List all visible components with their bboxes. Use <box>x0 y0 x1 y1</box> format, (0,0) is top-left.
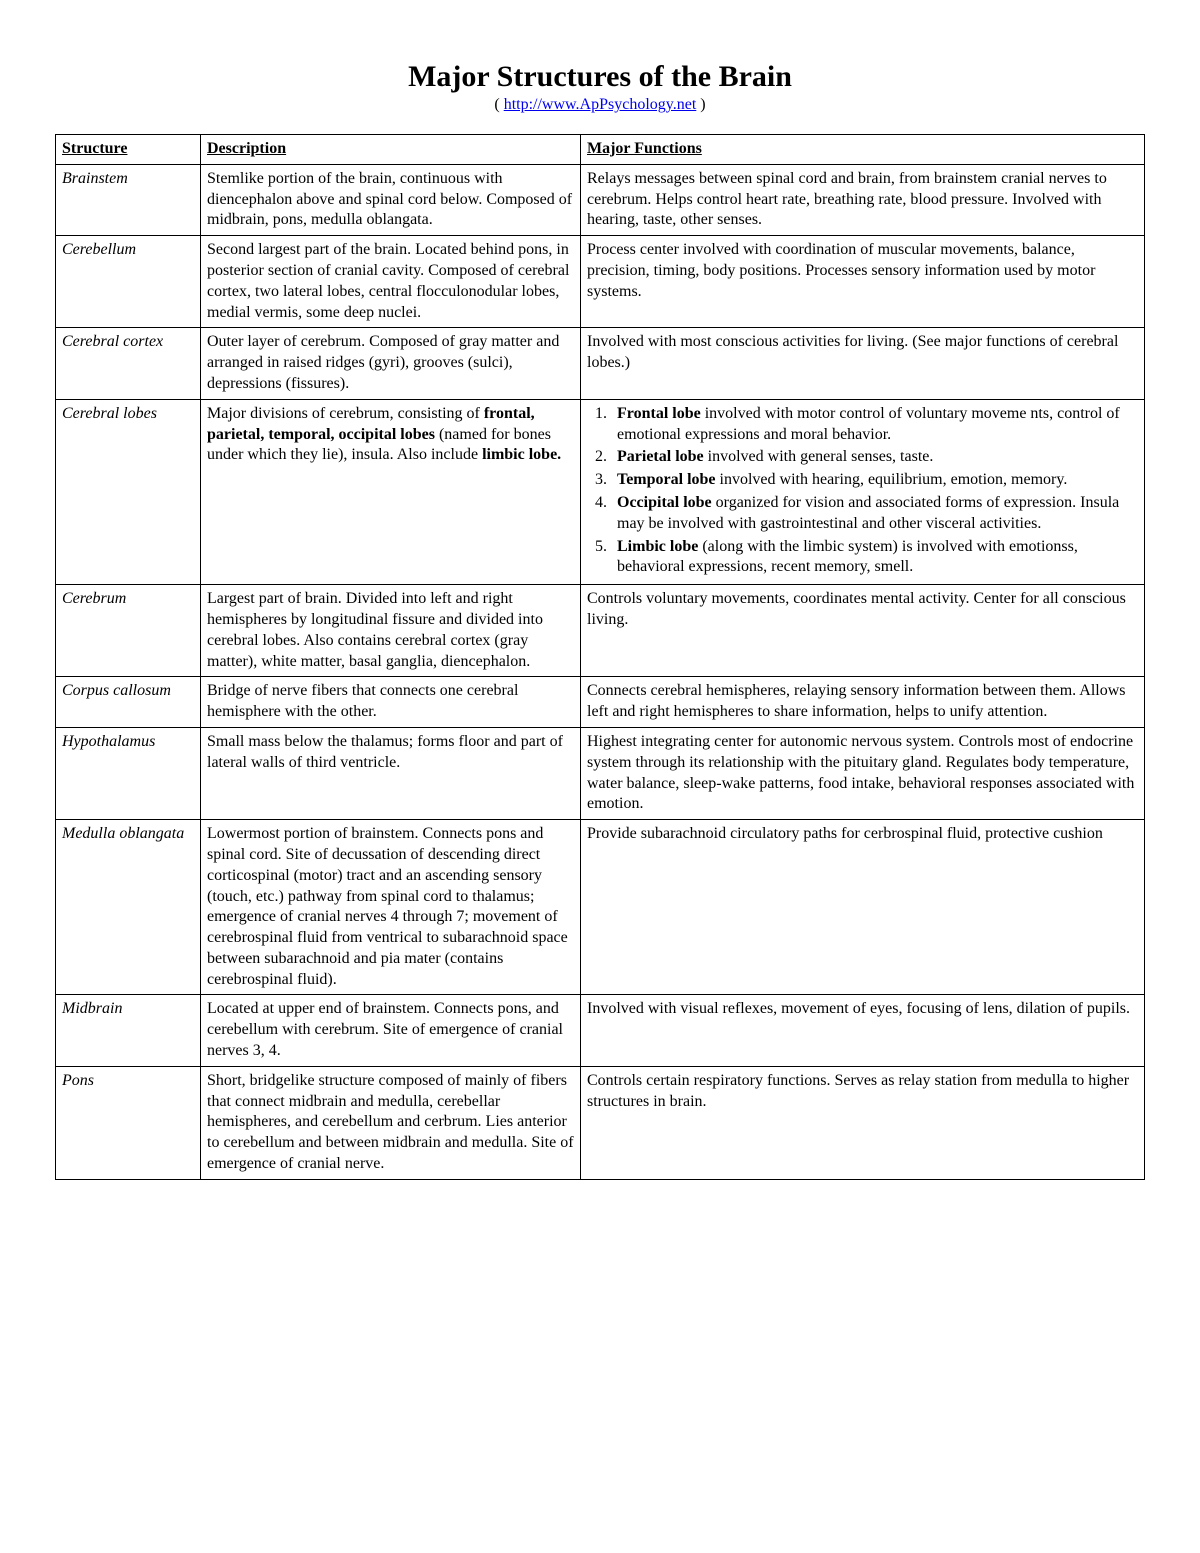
structure-functions: Involved with most conscious activities … <box>581 328 1145 399</box>
item-bold: Frontal lobe <box>617 405 701 422</box>
structure-description: Located at upper end of brainstem. Conne… <box>201 995 581 1066</box>
page-title: Major Structures of the Brain <box>55 60 1145 94</box>
source-link[interactable]: http://www.ApPsychology.net <box>504 96 697 113</box>
structure-description: Lowermost portion of brainstem. Connects… <box>201 820 581 995</box>
lobes-list: Frontal lobe involved with motor control… <box>587 404 1138 578</box>
structure-name: Pons <box>56 1066 201 1179</box>
structure-description: Stemlike portion of the brain, continuou… <box>201 164 581 235</box>
table-row: Cerebral lobes Major divisions of cerebr… <box>56 399 1145 584</box>
col-structure: Structure <box>56 135 201 165</box>
structure-functions: Controls voluntary movements, coordinate… <box>581 585 1145 677</box>
item-bold: Limbic lobe <box>617 538 698 555</box>
structure-functions: Highest integrating center for autonomic… <box>581 727 1145 819</box>
item-text: involved with general senses, taste. <box>704 448 934 465</box>
structure-functions: Connects cerebral hemispheres, relaying … <box>581 677 1145 728</box>
structure-description: Largest part of brain. Divided into left… <box>201 585 581 677</box>
table-row: Medulla oblangata Lowermost portion of b… <box>56 820 1145 995</box>
structure-functions: Frontal lobe involved with motor control… <box>581 399 1145 584</box>
table-header-row: Structure Description Major Functions <box>56 135 1145 165</box>
item-bold: Parietal lobe <box>617 448 704 465</box>
source-line: ( http://www.ApPsychology.net ) <box>55 96 1145 114</box>
structure-name: Medulla oblangata <box>56 820 201 995</box>
brain-structures-table: Structure Description Major Functions Br… <box>55 134 1145 1180</box>
structure-description: Second largest part of the brain. Locate… <box>201 236 581 328</box>
structure-description: Outer layer of cerebrum. Composed of gra… <box>201 328 581 399</box>
structure-name: Cerebral lobes <box>56 399 201 584</box>
list-item: Parietal lobe involved with general sens… <box>611 447 1138 468</box>
item-text: involved with hearing, equilibrium, emot… <box>716 471 1068 488</box>
desc-text: Major divisions of cerebrum, consisting … <box>207 405 484 422</box>
structure-name: Brainstem <box>56 164 201 235</box>
item-bold: Occipital lobe <box>617 494 712 511</box>
structure-name: Hypothalamus <box>56 727 201 819</box>
table-row: Pons Short, bridgelike structure compose… <box>56 1066 1145 1179</box>
structure-functions: Relays messages between spinal cord and … <box>581 164 1145 235</box>
table-row: Brainstem Stemlike portion of the brain,… <box>56 164 1145 235</box>
table-row: Cerebrum Largest part of brain. Divided … <box>56 585 1145 677</box>
structure-name: Midbrain <box>56 995 201 1066</box>
desc-bold: limbic lobe. <box>482 446 561 463</box>
list-item: Frontal lobe involved with motor control… <box>611 404 1138 446</box>
source-prefix: ( <box>494 96 503 113</box>
structure-name: Corpus callosum <box>56 677 201 728</box>
col-functions: Major Functions <box>581 135 1145 165</box>
table-row: Hypothalamus Small mass below the thalam… <box>56 727 1145 819</box>
structure-description: Small mass below the thalamus; forms flo… <box>201 727 581 819</box>
col-description: Description <box>201 135 581 165</box>
list-item: Limbic lobe (along with the limbic syste… <box>611 537 1138 579</box>
table-row: Corpus callosum Bridge of nerve fibers t… <box>56 677 1145 728</box>
structure-name: Cerebral cortex <box>56 328 201 399</box>
list-item: Occipital lobe organized for vision and … <box>611 493 1138 535</box>
source-suffix: ) <box>696 96 705 113</box>
structure-functions: Process center involved with coordinatio… <box>581 236 1145 328</box>
structure-name: Cerebellum <box>56 236 201 328</box>
table-row: Midbrain Located at upper end of brainst… <box>56 995 1145 1066</box>
structure-functions: Involved with visual reflexes, movement … <box>581 995 1145 1066</box>
structure-description: Short, bridgelike structure composed of … <box>201 1066 581 1179</box>
structure-functions: Controls certain respiratory functions. … <box>581 1066 1145 1179</box>
item-bold: Temporal lobe <box>617 471 716 488</box>
table-row: Cerebellum Second largest part of the br… <box>56 236 1145 328</box>
structure-name: Cerebrum <box>56 585 201 677</box>
structure-description: Bridge of nerve fibers that connects one… <box>201 677 581 728</box>
structure-functions: Provide subarachnoid circulatory paths f… <box>581 820 1145 995</box>
structure-description: Major divisions of cerebrum, consisting … <box>201 399 581 584</box>
table-row: Cerebral cortex Outer layer of cerebrum.… <box>56 328 1145 399</box>
list-item: Temporal lobe involved with hearing, equ… <box>611 470 1138 491</box>
